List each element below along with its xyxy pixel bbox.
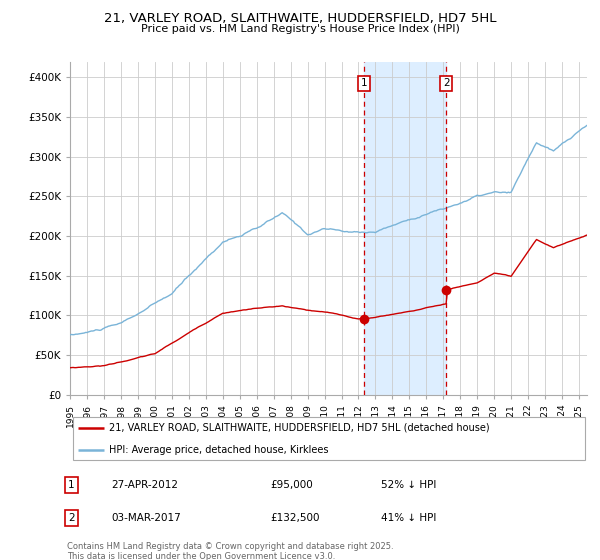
Bar <box>364 62 446 395</box>
Text: 2: 2 <box>443 78 449 88</box>
Text: 52% ↓ HPI: 52% ↓ HPI <box>381 480 436 490</box>
Text: 27-APR-2012: 27-APR-2012 <box>111 480 178 490</box>
Text: Price paid vs. HM Land Registry's House Price Index (HPI): Price paid vs. HM Land Registry's House … <box>140 24 460 34</box>
Text: 41% ↓ HPI: 41% ↓ HPI <box>381 513 436 523</box>
Text: £132,500: £132,500 <box>270 513 319 523</box>
FancyBboxPatch shape <box>73 417 585 460</box>
Text: 1: 1 <box>361 78 367 88</box>
Text: 1: 1 <box>68 480 75 490</box>
Text: 21, VARLEY ROAD, SLAITHWAITE, HUDDERSFIELD, HD7 5HL (detached house): 21, VARLEY ROAD, SLAITHWAITE, HUDDERSFIE… <box>109 423 490 433</box>
Text: 2: 2 <box>68 513 75 523</box>
Text: 21, VARLEY ROAD, SLAITHWAITE, HUDDERSFIELD, HD7 5HL: 21, VARLEY ROAD, SLAITHWAITE, HUDDERSFIE… <box>104 12 496 25</box>
Text: Contains HM Land Registry data © Crown copyright and database right 2025.
This d: Contains HM Land Registry data © Crown c… <box>67 542 394 560</box>
Text: £95,000: £95,000 <box>270 480 313 490</box>
Text: HPI: Average price, detached house, Kirklees: HPI: Average price, detached house, Kirk… <box>109 445 328 455</box>
Text: 03-MAR-2017: 03-MAR-2017 <box>111 513 181 523</box>
